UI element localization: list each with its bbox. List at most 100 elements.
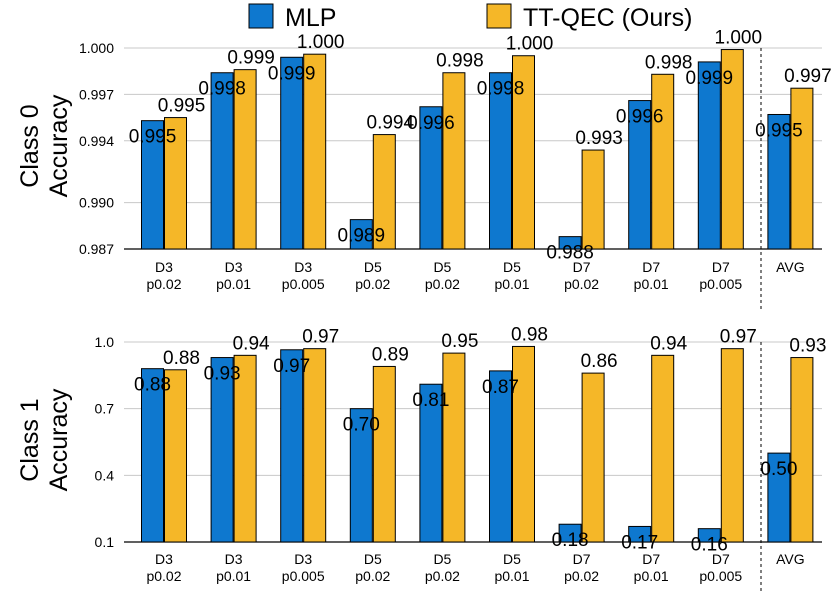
xtick-label: p0.01 [494, 568, 529, 584]
data-label-ttqec-5: 0.98 [511, 324, 548, 345]
data-label-mlp-8: 0.999 [686, 68, 734, 89]
data-label-ttqec-0: 0.995 [158, 96, 206, 117]
panel-class1: Class 1 Accuracy 0.10.40.71.0 0.880.880.… [16, 324, 826, 592]
xtick-label: p0.005 [699, 276, 742, 292]
data-label-mlp-1: 0.93 [204, 364, 241, 385]
data-label-mlp-7: 0.996 [616, 107, 664, 128]
xtick-label: p0.01 [216, 276, 251, 292]
xtick-label: D7 [712, 551, 730, 567]
bar-ttqec-0 [164, 117, 187, 250]
bar-ttqec-4 [442, 352, 466, 543]
bar-ttqec-8 [720, 348, 744, 543]
yticks-class1: 0.1 0.4 0.7 1.0 [95, 334, 115, 550]
ytick-label: 0.7 [95, 401, 115, 417]
data-label-ttqec-8: 0.97 [720, 327, 757, 348]
legend-label-ttqec: TT-QEC (Ours) [523, 4, 692, 32]
data-label-mlp-2: 0.999 [268, 63, 316, 84]
xtick-label: D3 [294, 259, 312, 275]
bar-ttqec-9 [790, 87, 814, 250]
bar-mlp-7 [628, 525, 652, 543]
xtick-label: p0.01 [634, 276, 669, 292]
bar-ttqec-7 [651, 73, 675, 250]
data-label-mlp-0: 0.88 [134, 375, 171, 396]
xtick-label: D7 [573, 551, 591, 567]
bar-mlp-1 [210, 357, 234, 543]
xticks-class0: D3p0.02D3p0.01D3p0.005D5p0.02D5p0.02D5p0… [146, 259, 804, 292]
data-label-ttqec-2: 1.000 [297, 32, 345, 53]
ytick-label: 1.000 [79, 40, 114, 56]
xtick-label: D5 [433, 259, 451, 275]
ytick-label: 0.997 [79, 86, 114, 102]
bar-ttqec-7 [651, 354, 675, 543]
xtick-label: D5 [503, 259, 521, 275]
bar-mlp-4 [419, 106, 443, 250]
bar-mlp-2 [280, 349, 304, 543]
xtick-label: D5 [364, 551, 382, 567]
xtick-label: p0.02 [425, 568, 460, 584]
ylabel-class1-line2: Accuracy [45, 388, 73, 491]
data-label-mlp-4: 0.996 [407, 113, 455, 134]
ytick-label: 1.0 [95, 334, 115, 350]
data-label-mlp-8: 0.16 [691, 535, 728, 556]
ytick-label: 0.1 [95, 534, 115, 550]
ytick-label: 0.994 [79, 133, 114, 149]
bar-ttqec-1 [233, 354, 257, 543]
data-label-ttqec-3: 0.994 [367, 113, 415, 134]
data-label-ttqec-8: 1.000 [715, 28, 763, 49]
xtick-label: D3 [225, 551, 243, 567]
bar-mlp-3 [349, 408, 373, 543]
xtick-label: p0.005 [699, 568, 742, 584]
xtick-label: D7 [642, 551, 660, 567]
bar-mlp-8 [697, 528, 721, 543]
bar-ttqec-0 [164, 369, 187, 543]
bar-mlp-4 [419, 383, 443, 543]
data-label-mlp-2: 0.97 [273, 356, 310, 377]
xtick-label: p0.005 [282, 568, 325, 584]
data-labels-class1: 0.880.880.930.940.970.970.700.890.810.95… [134, 324, 826, 555]
data-label-ttqec-7: 0.998 [645, 52, 693, 73]
data-label-ttqec-1: 0.94 [233, 333, 270, 354]
data-label-mlp-4: 0.81 [412, 390, 449, 411]
legend-swatch-ttqec [486, 3, 512, 29]
bar-ttqec-3 [372, 134, 396, 250]
data-label-mlp-6: 0.988 [546, 243, 594, 264]
data-label-mlp-7: 0.17 [621, 532, 658, 553]
data-label-ttqec-3: 0.89 [372, 344, 409, 365]
xtick-label: AVG [776, 551, 805, 567]
ylabel-class0-line2: Accuracy [45, 94, 73, 197]
xtick-label: D5 [503, 551, 521, 567]
data-label-ttqec-9: 0.93 [789, 336, 826, 357]
xtick-label: p0.005 [282, 276, 325, 292]
data-label-ttqec-5: 1.000 [506, 34, 554, 55]
xtick-label: D5 [364, 259, 382, 275]
xtick-label: p0.02 [425, 276, 460, 292]
legend-swatch-mlp [248, 3, 274, 29]
xtick-label: D3 [155, 551, 173, 567]
bar-mlp-9 [767, 113, 791, 250]
xtick-label: p0.01 [216, 568, 251, 584]
bar-mlp-7 [628, 100, 652, 250]
data-label-mlp-3: 0.70 [343, 415, 380, 436]
bar-ttqec-2 [303, 348, 327, 543]
bar-ttqec-6 [581, 149, 605, 250]
data-label-mlp-0: 0.995 [129, 127, 177, 148]
xtick-label: D7 [642, 259, 660, 275]
ytick-label: 0.990 [79, 195, 114, 211]
data-label-ttqec-6: 0.86 [581, 351, 618, 372]
data-label-mlp-5: 0.998 [477, 79, 525, 100]
bar-ttqec-9 [790, 357, 814, 543]
bar-ttqec-5 [512, 55, 535, 250]
xtick-label: p0.02 [564, 568, 599, 584]
bar-ttqec-3 [372, 365, 396, 543]
data-label-mlp-5: 0.87 [482, 377, 519, 398]
xtick-label: D3 [155, 259, 173, 275]
data-label-mlp-3: 0.989 [338, 226, 386, 247]
bar-mlp-6 [558, 236, 582, 250]
data-label-ttqec-2: 0.97 [302, 327, 339, 348]
ylabel-class1-line1: Class 1 [16, 398, 44, 481]
data-label-ttqec-0: 0.88 [163, 348, 200, 369]
xtick-label: p0.02 [146, 276, 181, 292]
bars-class1 [141, 345, 814, 543]
bar-mlp-2 [280, 56, 304, 250]
